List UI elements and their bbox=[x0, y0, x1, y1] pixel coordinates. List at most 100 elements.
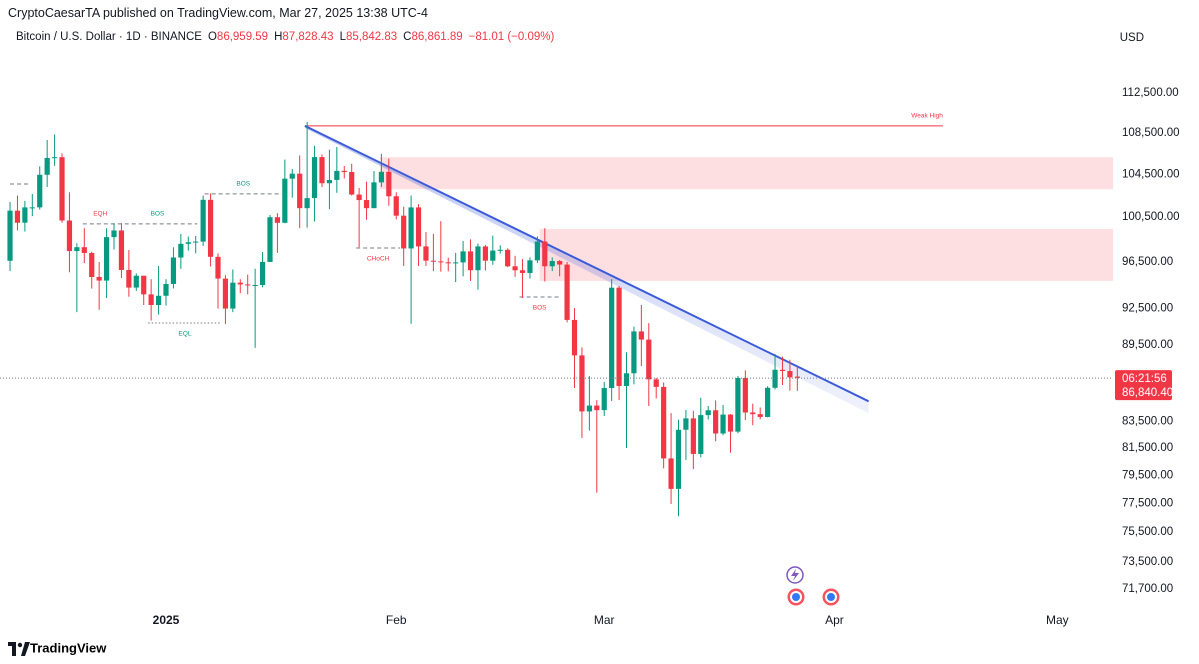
symbol-title: Bitcoin / U.S. Dollar · 1D · BINANCE bbox=[16, 31, 202, 43]
candle-body bbox=[779, 369, 786, 372]
event-glyph bbox=[792, 593, 800, 601]
candle-body bbox=[549, 261, 555, 267]
x-tick-label: Apr bbox=[825, 613, 844, 627]
candle-body bbox=[230, 282, 236, 309]
candle-body bbox=[683, 418, 689, 430]
trend-band bbox=[304, 125, 869, 414]
candle-body bbox=[631, 331, 637, 374]
candle-body bbox=[490, 250, 496, 261]
candle-body bbox=[178, 243, 184, 258]
candle-body bbox=[668, 458, 674, 489]
candle-body bbox=[363, 200, 370, 209]
y-tick-label: 96,500.00 bbox=[1122, 256, 1173, 268]
candle-body bbox=[96, 276, 102, 281]
logo-mark bbox=[17, 642, 23, 648]
candle-body bbox=[304, 198, 310, 209]
candle-body bbox=[378, 171, 384, 183]
candle-body bbox=[207, 199, 214, 257]
y-tick-label: 79,500.00 bbox=[1122, 469, 1173, 481]
candle-body bbox=[245, 284, 251, 286]
candle-body bbox=[319, 157, 325, 184]
candle-body bbox=[282, 178, 288, 223]
annotation-label: BOS bbox=[533, 305, 547, 312]
candle-body bbox=[690, 418, 696, 454]
candle-body bbox=[609, 287, 615, 389]
candle-body bbox=[415, 207, 422, 247]
countdown-label: 06:21:56 bbox=[1122, 373, 1167, 385]
candle-body bbox=[661, 386, 667, 459]
event-icons bbox=[786, 566, 840, 606]
candle-body bbox=[467, 251, 474, 271]
candle-body bbox=[571, 319, 578, 356]
candle-body bbox=[772, 369, 778, 388]
annotation-label: EQL bbox=[178, 331, 191, 338]
candle-body bbox=[7, 210, 13, 261]
candle-body bbox=[252, 285, 258, 287]
candle-body bbox=[601, 388, 607, 411]
ohlc-field: H87,828.43 bbox=[274, 31, 333, 43]
candle-body bbox=[675, 429, 682, 489]
candle-body bbox=[155, 295, 162, 305]
brand-name: TradingView bbox=[30, 640, 107, 655]
candle-body bbox=[29, 207, 35, 209]
candle-body bbox=[542, 241, 548, 267]
candle-body bbox=[297, 173, 303, 209]
ohlc-value: 85,842.83 bbox=[345, 31, 398, 43]
last-price-label: 86,840.40 bbox=[1122, 387, 1173, 399]
candle-body bbox=[423, 246, 429, 261]
logo-mark bbox=[8, 642, 16, 656]
candle-body bbox=[74, 247, 80, 252]
candle-body bbox=[51, 157, 58, 159]
x-tick-label: Feb bbox=[386, 613, 407, 627]
ohlc-key: O bbox=[207, 31, 217, 43]
candle-body bbox=[408, 207, 414, 249]
annotation-label: CHoCH bbox=[367, 256, 390, 263]
x-tick-label: May bbox=[1046, 613, 1069, 627]
publisher-line: CryptoCaesarTA published on TradingView.… bbox=[8, 6, 428, 20]
candle-body bbox=[103, 237, 110, 281]
candle-body bbox=[698, 415, 704, 454]
candle-body bbox=[475, 246, 481, 271]
candle-body bbox=[334, 170, 340, 180]
candle-body bbox=[371, 182, 377, 209]
candle-body bbox=[638, 331, 644, 340]
candle-body bbox=[497, 249, 503, 251]
candle-body bbox=[750, 412, 756, 415]
candle-body bbox=[163, 283, 169, 296]
candle-body bbox=[59, 157, 65, 221]
candle-body bbox=[237, 282, 243, 285]
candle-body bbox=[505, 249, 511, 267]
ohlc-value: 86,959.59 bbox=[216, 31, 269, 43]
supply-zone bbox=[539, 228, 1113, 281]
supply-zone bbox=[379, 157, 1113, 190]
candle-body bbox=[37, 174, 43, 208]
y-tick-label: 100,500.00 bbox=[1122, 211, 1180, 223]
annotation-label: Weak High bbox=[911, 113, 943, 120]
candle-body bbox=[564, 264, 570, 320]
candle-body bbox=[133, 275, 139, 288]
candle-body bbox=[787, 371, 793, 378]
candle-body bbox=[326, 179, 333, 184]
y-tick-label: 73,500.00 bbox=[1122, 556, 1173, 568]
candle-body bbox=[735, 377, 741, 432]
ohlc-key: C bbox=[403, 31, 412, 43]
last-price-box bbox=[1115, 370, 1172, 401]
ohlc-key: L bbox=[339, 31, 346, 43]
candle-body bbox=[81, 247, 87, 253]
candle-body bbox=[453, 262, 459, 264]
y-tick-label: 92,500.00 bbox=[1122, 303, 1173, 315]
y-tick-label: 77,500.00 bbox=[1122, 497, 1173, 509]
y-tick-label: 71,700.00 bbox=[1122, 583, 1173, 595]
candle-body bbox=[586, 405, 592, 412]
annotation-label: EQH bbox=[93, 211, 107, 218]
candle-body bbox=[118, 230, 125, 270]
candle-body bbox=[274, 217, 281, 223]
candle-body bbox=[89, 252, 95, 277]
x-tick-label: Mar bbox=[594, 613, 615, 627]
candle-body bbox=[519, 270, 526, 273]
candle-body bbox=[557, 261, 563, 265]
ohlc-field: O86,959.59 bbox=[208, 31, 268, 43]
candle-body bbox=[512, 266, 518, 271]
